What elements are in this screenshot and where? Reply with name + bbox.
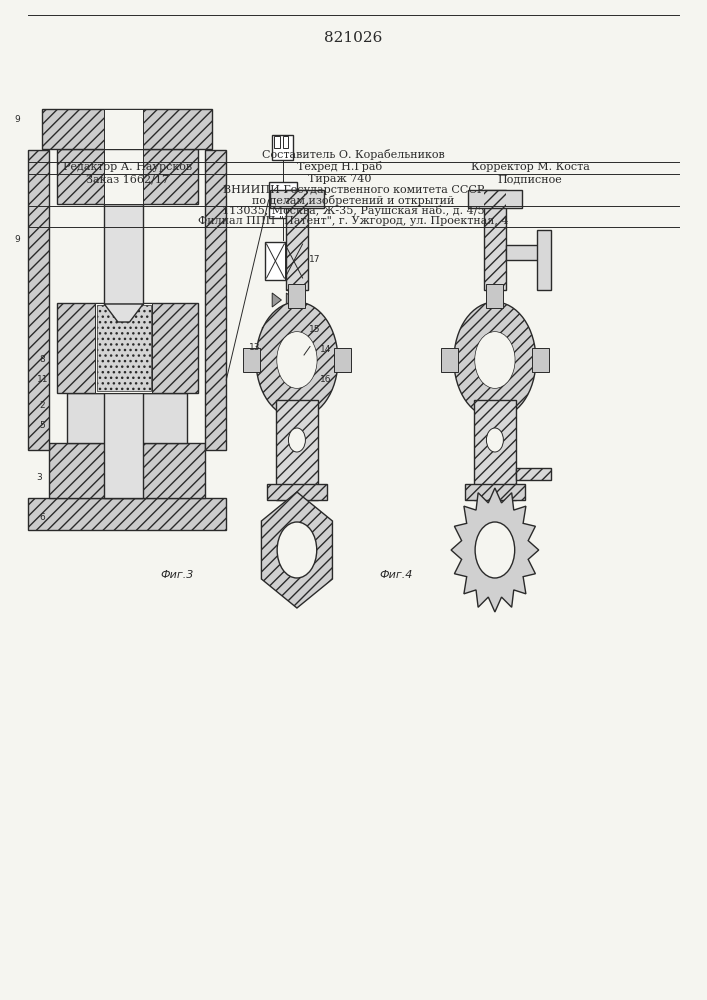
Polygon shape <box>286 293 296 307</box>
Bar <box>49 443 205 498</box>
Circle shape <box>454 302 536 418</box>
Text: Техред Н.Граб: Техред Н.Граб <box>297 161 382 172</box>
Bar <box>286 190 308 290</box>
Bar <box>267 484 327 500</box>
Text: Корректор М. Коста: Корректор М. Коста <box>471 162 590 172</box>
Bar <box>97 305 151 391</box>
Bar <box>276 400 318 500</box>
Bar <box>270 190 324 208</box>
Bar <box>465 484 525 500</box>
Bar <box>57 149 198 204</box>
Polygon shape <box>262 492 332 608</box>
Bar <box>205 150 226 450</box>
Bar <box>205 150 226 450</box>
Text: 3: 3 <box>36 473 42 482</box>
Bar <box>67 393 187 443</box>
Text: по делам изобретений и открытий: по делам изобретений и открытий <box>252 194 455 206</box>
Text: 113035, Москва, Ж-35, Раушская наб., д. 4/5: 113035, Москва, Ж-35, Раушская наб., д. … <box>222 205 485 216</box>
Bar <box>28 150 49 450</box>
Bar <box>516 468 551 480</box>
Text: 2: 2 <box>40 400 45 410</box>
Circle shape <box>486 428 503 452</box>
Text: 9: 9 <box>15 115 21 124</box>
Bar <box>484 190 506 290</box>
Text: Тираж 740: Тираж 740 <box>308 174 371 184</box>
Bar <box>537 230 551 290</box>
Bar <box>468 190 522 208</box>
Circle shape <box>475 332 515 388</box>
Bar <box>506 245 548 260</box>
Bar <box>105 204 143 304</box>
Bar <box>486 284 503 308</box>
Bar <box>42 109 212 149</box>
Text: 5: 5 <box>40 420 45 430</box>
Bar <box>276 400 318 500</box>
Bar <box>49 443 205 498</box>
Circle shape <box>475 522 515 578</box>
Bar <box>28 498 226 530</box>
Bar <box>484 190 506 290</box>
Bar <box>269 182 297 218</box>
Text: 16: 16 <box>320 375 331 384</box>
Bar <box>286 190 308 290</box>
Text: 15: 15 <box>309 326 320 334</box>
Text: Составитель О. Корабельников: Составитель О. Корабельников <box>262 149 445 160</box>
Text: Заказ 1662/17: Заказ 1662/17 <box>86 174 169 184</box>
Bar <box>474 400 516 500</box>
Text: 8: 8 <box>40 356 45 364</box>
Bar <box>262 327 300 347</box>
Bar <box>288 412 305 436</box>
Bar <box>105 149 143 204</box>
Bar <box>441 348 458 372</box>
Bar <box>42 109 212 149</box>
Bar <box>272 135 293 160</box>
Circle shape <box>277 332 317 388</box>
Text: ВНИИПИ Государственного комитета СССР: ВНИИПИ Государственного комитета СССР <box>223 185 484 195</box>
Circle shape <box>277 332 317 388</box>
Bar <box>57 303 198 393</box>
Bar <box>532 348 549 372</box>
Polygon shape <box>105 304 143 322</box>
Bar <box>516 468 551 480</box>
Circle shape <box>475 332 515 388</box>
Polygon shape <box>272 293 281 307</box>
Polygon shape <box>451 488 539 612</box>
Bar <box>288 284 305 308</box>
Bar <box>474 400 516 500</box>
Bar <box>486 412 503 436</box>
Text: Фиг.4: Фиг.4 <box>379 570 413 580</box>
Circle shape <box>256 302 338 418</box>
Text: Редактор А. Наурсков: Редактор А. Наурсков <box>63 162 192 172</box>
Text: 11: 11 <box>37 375 48 384</box>
Text: Филиал ППП "Патент", г. Ужгород, ул. Проектная, 4: Филиал ППП "Патент", г. Ужгород, ул. Про… <box>198 216 509 226</box>
Circle shape <box>288 333 320 377</box>
Circle shape <box>288 428 305 452</box>
Bar <box>28 498 226 530</box>
Bar <box>28 150 49 450</box>
Text: 17: 17 <box>309 255 320 264</box>
Bar <box>95 303 152 393</box>
Text: 6: 6 <box>40 512 45 522</box>
Text: 14: 14 <box>320 346 331 355</box>
Bar <box>274 136 280 148</box>
Bar <box>265 242 304 280</box>
Bar <box>283 136 288 148</box>
Bar <box>105 109 143 149</box>
Text: Подписное: Подписное <box>498 174 563 184</box>
Circle shape <box>277 522 317 578</box>
Bar <box>57 149 198 204</box>
Bar <box>105 368 143 498</box>
Text: 821026: 821026 <box>325 31 382 45</box>
Bar <box>243 348 260 372</box>
Bar <box>334 348 351 372</box>
Text: 13: 13 <box>249 342 260 352</box>
Bar <box>57 303 198 393</box>
Text: Фиг.3: Фиг.3 <box>160 570 194 580</box>
Bar <box>267 484 327 500</box>
Text: 9: 9 <box>15 235 21 244</box>
Bar <box>465 484 525 500</box>
